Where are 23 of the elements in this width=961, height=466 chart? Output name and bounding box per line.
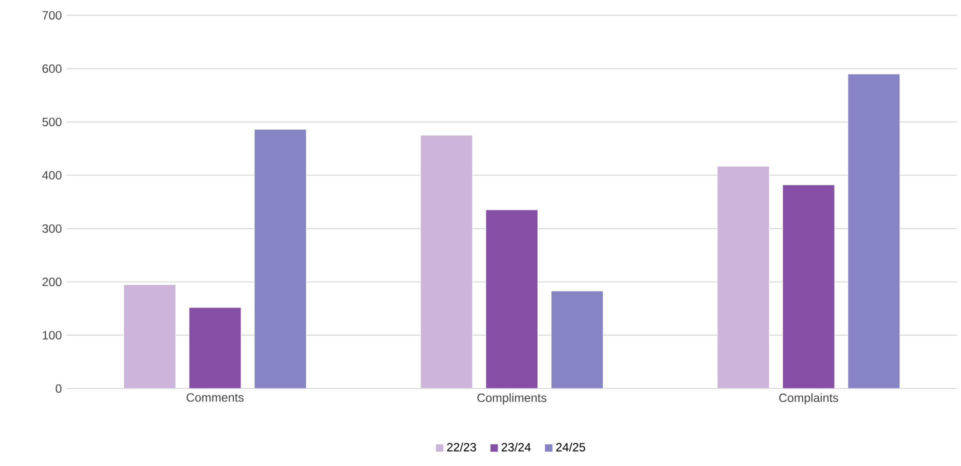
bar	[550, 290, 604, 389]
y-tick-label: 0	[56, 384, 62, 393]
legend-label: 23/24	[502, 442, 531, 452]
y-tick-label: 200	[42, 278, 62, 286]
x-tick-label: Compliments	[477, 393, 546, 404]
bar	[782, 184, 835, 389]
y-tick-label: 400	[42, 171, 62, 180]
bar	[254, 129, 307, 389]
legend-label: 22/23	[447, 442, 476, 452]
bar	[123, 284, 176, 389]
bar	[486, 210, 538, 389]
y-tick-label: 500	[42, 118, 62, 126]
y-tick-label: 700	[42, 11, 62, 20]
y-tick-label: 100	[42, 331, 62, 340]
x-tick-label: Complaints	[779, 393, 838, 404]
x-tick-label: Comments	[186, 393, 244, 402]
bar	[188, 307, 242, 389]
bar	[717, 166, 770, 389]
y-tick-label: 300	[42, 224, 62, 233]
bar	[420, 135, 473, 389]
bar	[848, 74, 900, 389]
legend-label: 24/25	[556, 442, 586, 452]
y-tick-label: 600	[42, 64, 62, 73]
